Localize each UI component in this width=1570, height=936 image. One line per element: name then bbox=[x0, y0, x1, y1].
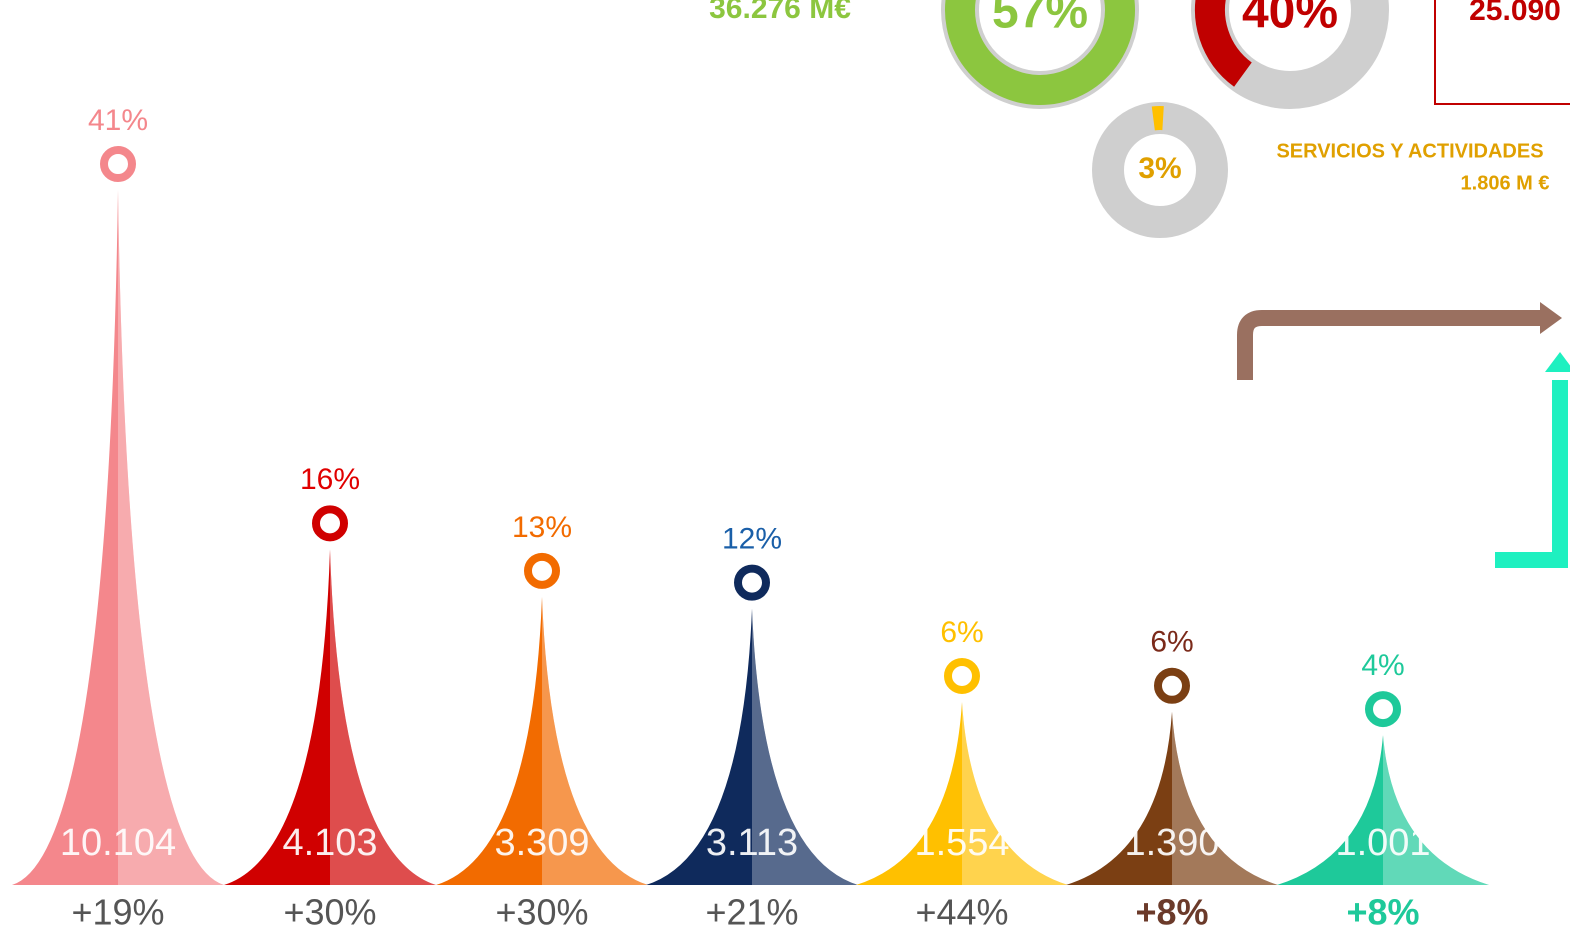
spike-marker bbox=[316, 509, 344, 537]
share-label: 12% bbox=[722, 523, 782, 556]
donut-label: 40% bbox=[1242, 0, 1338, 39]
share-label: 13% bbox=[512, 511, 572, 544]
share-label: 6% bbox=[940, 616, 983, 649]
donut-label: 57% bbox=[992, 0, 1088, 39]
brown-arrow bbox=[1245, 318, 1540, 380]
growth-label: +8% bbox=[1135, 892, 1208, 933]
brown-arrow-head bbox=[1540, 302, 1562, 334]
share-label: 41% bbox=[88, 104, 148, 137]
annotation: 25.090 bbox=[1469, 0, 1561, 27]
growth-label: +30% bbox=[283, 892, 376, 933]
value-label: 3.113 bbox=[706, 822, 798, 864]
spike-marker bbox=[738, 569, 766, 597]
annotation: 36.276 M€ bbox=[709, 0, 851, 25]
donut-label: 3% bbox=[1138, 152, 1181, 185]
value-label: 1.554 bbox=[914, 822, 1009, 864]
spike-marker bbox=[1369, 695, 1397, 723]
teal-arrow-head bbox=[1545, 352, 1570, 372]
share-label: 6% bbox=[1150, 626, 1193, 659]
growth-label: +44% bbox=[915, 892, 1008, 933]
share-label: 16% bbox=[300, 463, 360, 496]
teal-arrow bbox=[1495, 380, 1560, 560]
growth-label: +21% bbox=[705, 892, 798, 933]
growth-label: +30% bbox=[495, 892, 588, 933]
share-label: 4% bbox=[1361, 649, 1404, 682]
value-label: 10.104 bbox=[60, 822, 176, 864]
value-label: 1.001 bbox=[1335, 822, 1430, 864]
value-label: 4.103 bbox=[282, 822, 377, 864]
value-label: 1.390 bbox=[1124, 822, 1219, 864]
spike-marker bbox=[104, 150, 132, 178]
spike-marker bbox=[1158, 672, 1186, 700]
spike-highlight bbox=[118, 190, 224, 885]
value-label: 3.309 bbox=[494, 822, 589, 864]
annotation: 1.806 M € bbox=[1461, 172, 1550, 194]
annotation: SERVICIOS Y ACTIVIDADES bbox=[1276, 140, 1543, 162]
growth-label: +19% bbox=[71, 892, 164, 933]
spike-marker bbox=[948, 662, 976, 690]
infographic: 57% 40% 3% 36.276 M€ 25.090 SERVICIOS Y ACTIV… bbox=[0, 0, 1570, 936]
spike-marker bbox=[528, 557, 556, 585]
growth-label: +8% bbox=[1346, 892, 1419, 933]
